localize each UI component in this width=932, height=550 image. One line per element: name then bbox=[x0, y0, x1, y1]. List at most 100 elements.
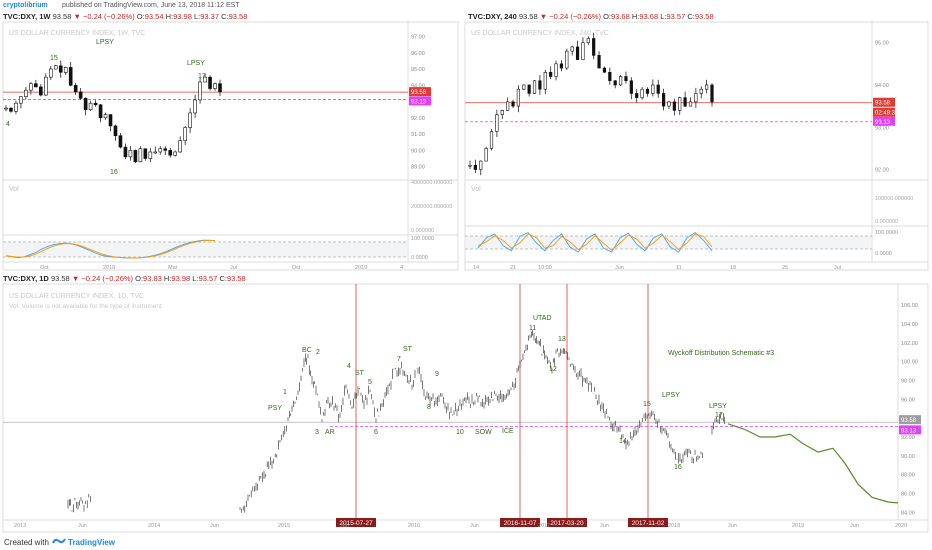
h4-change: ▼ −0.24 (−0.26%) bbox=[539, 12, 601, 21]
daily-time-tick: 2016 bbox=[408, 523, 420, 529]
h4-candle bbox=[683, 97, 687, 107]
h4-open: 93.68 bbox=[610, 12, 630, 21]
weekly-candle bbox=[148, 151, 153, 159]
weekly-candle bbox=[34, 83, 38, 88]
weekly-candle bbox=[4, 107, 8, 110]
h4-candle bbox=[661, 93, 666, 107]
tradingview-brand[interactable]: TradingView bbox=[68, 538, 115, 547]
weekly-candle bbox=[173, 151, 178, 156]
weekly-time-tick: Jul bbox=[230, 265, 237, 271]
weekly-price-tick: 91.00 bbox=[411, 132, 425, 138]
h4-candle bbox=[522, 84, 526, 90]
h4-time-tick: 18 bbox=[730, 265, 736, 271]
h4-price-tick: 95.00 bbox=[875, 41, 889, 47]
h4-candle bbox=[565, 50, 569, 69]
h4-candle bbox=[538, 80, 542, 90]
daily-time-tick: Jun bbox=[600, 523, 609, 529]
daily-annotation: 3 bbox=[315, 429, 319, 436]
h4-candle bbox=[678, 97, 682, 111]
weekly-current-tag: 93.58 bbox=[411, 90, 427, 96]
weekly-candle bbox=[183, 127, 187, 141]
daily-change: ▼ −0.24 (−0.26%) bbox=[71, 274, 134, 283]
daily-date-marker-label: 2017-11-02 bbox=[632, 520, 665, 527]
h4-close: 93.58 bbox=[694, 12, 714, 21]
h4-timer-tag-bg bbox=[873, 107, 895, 117]
weekly-candle bbox=[168, 150, 173, 156]
daily-price-tick: 86.00 bbox=[901, 492, 915, 498]
h4-candle bbox=[705, 84, 709, 90]
weekly-current-tag-bg bbox=[409, 87, 431, 97]
h4-time-tick: Jun bbox=[615, 265, 624, 271]
daily-annotation: 1 bbox=[283, 389, 287, 396]
daily-date-marker-box bbox=[500, 518, 540, 527]
h4-stoch-d bbox=[477, 233, 713, 251]
daily-open: 93.83 bbox=[143, 274, 162, 283]
daily-time-tick: 2014 bbox=[148, 523, 160, 529]
weekly-candle bbox=[48, 68, 53, 78]
tradingview-logo-icon bbox=[52, 537, 66, 549]
h4-candle bbox=[635, 93, 639, 98]
h4-candle bbox=[506, 101, 510, 111]
daily-annotation: LPSY bbox=[709, 403, 727, 410]
weekly-stoch-d bbox=[5, 239, 215, 259]
weekly-annotation: LPSY bbox=[96, 39, 114, 46]
daily-watermark: US DOLLAR CURRENCY INDEX, 1D, TVC bbox=[9, 293, 144, 300]
weekly-candle bbox=[58, 65, 63, 73]
daily-annotation: BC bbox=[302, 347, 312, 354]
daily-high: 93.98 bbox=[171, 274, 191, 283]
weekly-watermark: US DOLLAR CURRENCY INDEX, 1W, TVC bbox=[9, 30, 145, 37]
h4-symbol: TVC:DXY, 240 bbox=[468, 12, 517, 21]
daily-current-tag-bg bbox=[899, 415, 921, 425]
daily-price-tick: 98.00 bbox=[901, 379, 915, 385]
h4-stoch-tick: 0.0000 bbox=[875, 251, 892, 257]
h4-stoch-band bbox=[465, 236, 872, 249]
weekly-time-tick: 4 bbox=[400, 265, 403, 271]
h4-candle bbox=[710, 84, 714, 103]
weekly-candle bbox=[88, 102, 93, 110]
h4-candle bbox=[527, 84, 531, 94]
daily-time-tick: Jun bbox=[850, 523, 859, 529]
weekly-high: 93.98 bbox=[173, 12, 192, 21]
daily-price-tick: 90.00 bbox=[901, 454, 915, 460]
h4-vol-tick: 100000.000000 bbox=[875, 196, 913, 202]
weekly-annotation: 17 bbox=[198, 73, 206, 80]
daily-annotation: 16 bbox=[674, 464, 682, 471]
daily-annotation: 11 bbox=[529, 325, 536, 332]
weekly-candle bbox=[198, 81, 202, 101]
weekly-candle bbox=[19, 96, 23, 104]
h4-price-tick: 93.00 bbox=[875, 125, 889, 131]
h4-candle bbox=[473, 165, 477, 170]
daily-dashed-tag-bg bbox=[899, 425, 921, 435]
weekly-candle bbox=[153, 151, 158, 154]
h4-candle bbox=[495, 114, 499, 132]
weekly-candle bbox=[208, 76, 212, 89]
weekly-time-tick: Oct bbox=[292, 265, 301, 271]
h4-candle bbox=[500, 110, 504, 115]
weekly-candle bbox=[158, 148, 163, 153]
h4-time-tick: 10:00 bbox=[538, 265, 552, 271]
weekly-candle bbox=[218, 83, 222, 93]
weekly-vol-label: Vol bbox=[9, 186, 19, 193]
daily-time-tick: Jun bbox=[470, 523, 479, 529]
weekly-candle bbox=[103, 114, 108, 119]
author-link[interactable]: cryptolibrium bbox=[3, 2, 48, 9]
weekly-annotation: 15 bbox=[50, 55, 58, 62]
daily-dashed-tag: 93.13 bbox=[901, 428, 917, 434]
daily-annotation: PSY bbox=[268, 405, 282, 412]
weekly-candle bbox=[113, 125, 118, 137]
h4-candle bbox=[543, 71, 547, 90]
daily-date-marker-label: 2016-11-07 bbox=[504, 520, 537, 527]
h4-time-tick: 25 bbox=[782, 265, 788, 271]
h4-candle bbox=[511, 101, 515, 107]
h4-candle bbox=[592, 38, 596, 56]
h4-candle bbox=[484, 148, 488, 162]
chart-canvas[interactable]: US DOLLAR CURRENCY INDEX, 1W, TVC US DOL… bbox=[0, 0, 932, 534]
weekly-time-tick: Mar bbox=[168, 265, 178, 271]
h4-price: 93.58 bbox=[518, 12, 538, 21]
h4-time-tick: Jul bbox=[834, 265, 841, 271]
projection-path bbox=[727, 423, 899, 504]
daily-time-tick: 2017 bbox=[538, 523, 550, 529]
daily-time-tick: 2020 bbox=[895, 523, 907, 529]
weekly-price-tick: 95.00 bbox=[411, 67, 425, 73]
